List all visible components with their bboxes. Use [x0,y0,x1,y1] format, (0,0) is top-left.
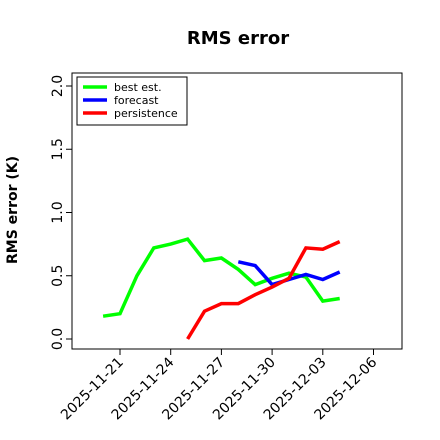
y-tick-label: 2.0 [50,75,66,97]
y-tick-label: 0.0 [50,328,66,350]
series-line-2 [186,240,341,340]
y-tick-label: 1.5 [50,138,66,160]
y-tick-label: 1.0 [50,201,66,223]
series-lines [102,237,341,340]
plot-frame [71,72,403,350]
y-tick-label: 0.5 [50,265,66,287]
y-axis-label: RMS error (K) [5,156,21,264]
legend-label: forecast [114,94,159,107]
y-ticks: 0.0 0.5 1.0 1.5 2.0 [50,75,72,350]
legend-label: persistence [114,107,178,120]
chart-title: RMS error [187,28,289,49]
x-ticks: 2025-11-212025-11-242025-11-272025-11-30… [58,349,380,423]
legend-label: best est. [114,81,162,94]
